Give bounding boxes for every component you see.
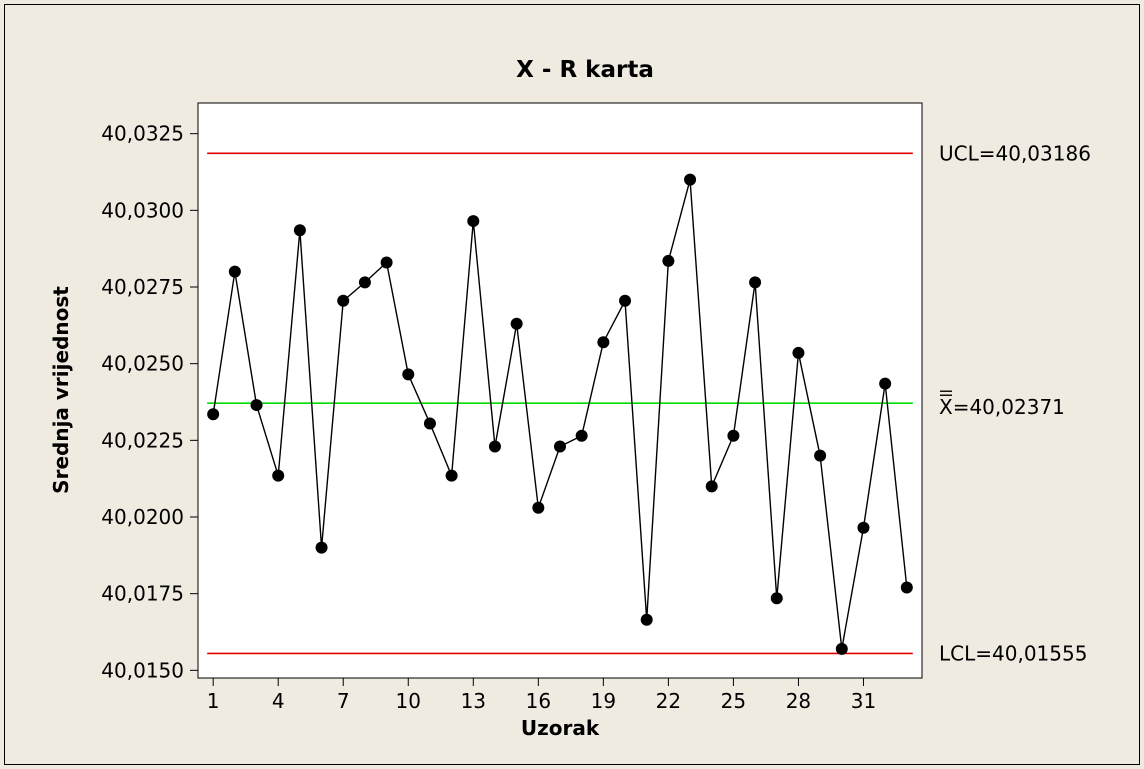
data-point (402, 368, 415, 381)
data-point (684, 173, 697, 186)
data-point (597, 336, 610, 349)
data-point (554, 440, 566, 453)
x-tick-label: 16 (526, 689, 551, 713)
data-point (727, 429, 740, 442)
ucl-label: UCL=40,03186 (939, 141, 1091, 165)
data-point (445, 469, 458, 482)
x-tick-label: 13 (461, 689, 486, 713)
x-tick-label: 28 (786, 689, 811, 713)
y-tick-label: 40,0225 (101, 428, 184, 452)
data-point (207, 408, 220, 421)
y-axis-title: Srednja vrijednost (49, 286, 73, 494)
chart-title: X - R karta (516, 57, 654, 83)
data-point (250, 399, 263, 412)
data-point (857, 521, 870, 534)
data-point (510, 317, 523, 330)
data-point (879, 377, 892, 390)
data-point (488, 440, 501, 453)
y-tick-label: 40,0175 (101, 582, 184, 606)
x-tick-label: 22 (656, 689, 681, 713)
data-point (380, 256, 393, 269)
data-point (575, 429, 588, 442)
y-tick-label: 40,0250 (101, 352, 184, 376)
data-point (814, 449, 827, 462)
x-tick-label: 1 (207, 689, 220, 713)
y-tick-label: 40,0150 (101, 658, 184, 682)
x-axis: 1 4 7 10 13 16 19 22 25 28 31 (207, 678, 876, 713)
x-tick-label: 4 (272, 689, 285, 713)
x-axis-title: Uzorak (521, 716, 600, 740)
data-point (640, 613, 653, 626)
data-point (662, 254, 675, 267)
lcl-label: LCL=40,01555 (939, 641, 1087, 665)
data-point (619, 294, 632, 307)
chart-frame: X - R karta UCL=40,03186 X=40,02371 LCL=40… (4, 4, 1140, 765)
data-point (293, 224, 306, 237)
data-point (272, 469, 285, 482)
data-point (835, 642, 848, 655)
data-point (358, 276, 371, 289)
control-chart: X - R karta UCL=40,03186 X=40,02371 LCL=40… (49, 57, 1091, 740)
x-tick-label: 10 (396, 689, 421, 713)
data-point (900, 581, 913, 594)
y-axis: 40,0150 40,0175 40,0200 40,0225 40,0250 40,02… (101, 122, 198, 682)
data-point (423, 417, 436, 430)
data-point (792, 346, 805, 359)
y-tick-label: 40,0275 (101, 275, 184, 299)
x-tick-label: 7 (337, 689, 350, 713)
data-point (228, 265, 241, 278)
y-tick-label: 40,0200 (101, 505, 184, 529)
data-point (337, 294, 350, 307)
data-point (770, 592, 783, 605)
x-tick-label: 19 (591, 689, 616, 713)
y-tick-label: 40,0300 (101, 198, 184, 222)
center-label: X=40,02371 (939, 395, 1065, 419)
y-tick-label: 40,0325 (101, 122, 184, 146)
x-tick-label: 31 (851, 689, 876, 713)
data-point (705, 480, 718, 493)
x-tick-label: 25 (721, 689, 746, 713)
data-point (315, 541, 328, 554)
data-point (749, 276, 762, 289)
data-point (532, 501, 545, 514)
series-layer (207, 173, 913, 655)
data-point (467, 215, 480, 228)
plot-area (197, 102, 923, 679)
reference-lines: UCL=40,03186 X=40,02371 LCL=40,01555 (207, 141, 1091, 665)
